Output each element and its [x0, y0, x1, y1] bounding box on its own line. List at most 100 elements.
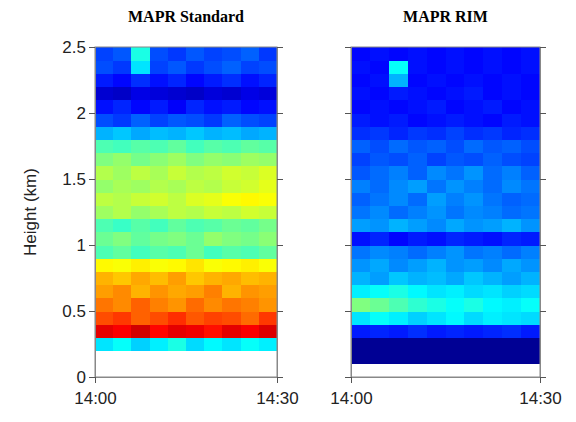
heat-cell: [483, 351, 502, 365]
heat-cell: [259, 153, 277, 167]
heat-cell: [95, 87, 114, 101]
heat-cell: [502, 139, 521, 153]
heat-cell: [389, 113, 408, 127]
heat-cell: [241, 219, 260, 233]
tick-mark: [89, 113, 95, 114]
heat-cell: [168, 126, 187, 140]
heat-cell: [351, 285, 370, 299]
heat-cell: [113, 245, 132, 259]
heat-cell: [186, 100, 205, 114]
heat-cell: [222, 113, 241, 127]
heat-cell: [427, 337, 446, 351]
heat-cell: [204, 166, 223, 180]
heat-cell: [186, 153, 205, 167]
tick: [540, 179, 546, 180]
tick: [277, 179, 283, 180]
heat-cell: [483, 311, 502, 325]
heat-cell: [131, 245, 150, 259]
heat-cell: [150, 285, 169, 299]
heat-cell: [113, 219, 132, 233]
heat-cell: [502, 324, 521, 338]
heat-cell: [204, 47, 223, 61]
heat-cell: [204, 271, 223, 285]
heat-cell: [408, 245, 427, 259]
heat-cell: [464, 179, 483, 193]
heat-cell: [241, 113, 260, 127]
heat-cell: [204, 73, 223, 87]
heat-cell: [483, 245, 502, 259]
heat-cell: [370, 153, 389, 167]
heat-cell: [113, 311, 132, 325]
heat-cell: [131, 166, 150, 180]
heat-cell: [427, 298, 446, 312]
heat-cell: [408, 337, 427, 351]
heat-cell: [351, 324, 370, 338]
heat-cell: [113, 153, 132, 167]
heat-cell: [259, 311, 277, 325]
heat-cell: [186, 258, 205, 272]
heat-cell: [241, 126, 260, 140]
heat-cell: [446, 60, 465, 74]
heat-cell: [150, 113, 169, 127]
heat-cell: [222, 100, 241, 114]
tick: [540, 47, 546, 48]
tick-mark: [540, 377, 541, 383]
heat-cell: [521, 73, 540, 87]
heat-cell: [427, 139, 446, 153]
heat-cell: [351, 337, 370, 351]
heat-cell: [351, 47, 370, 61]
heat-cell: [241, 205, 260, 219]
heat-cell: [95, 245, 114, 259]
heat-cell: [370, 113, 389, 127]
heat-cell: [150, 324, 169, 338]
heat-cell: [483, 324, 502, 338]
panel: 14:0014:30MAPR RIM: [330, 8, 562, 408]
heat-cell: [186, 87, 205, 101]
heat-cell: [502, 245, 521, 259]
heat-cell: [113, 258, 132, 272]
axis-line: [541, 48, 547, 378]
heat-cell: [427, 179, 446, 193]
heat-cell: [131, 153, 150, 167]
heat-cell: [168, 324, 187, 338]
heat-cell: [186, 311, 205, 325]
heat-cell: [370, 285, 389, 299]
heat-cell: [131, 298, 150, 312]
heat-cell: [241, 324, 260, 338]
heat-cell: [95, 179, 114, 193]
heat-cell: [95, 324, 114, 338]
tick-mark: [277, 377, 278, 383]
heat-cell: [370, 100, 389, 114]
heat-cell: [204, 153, 223, 167]
tick-label: 2: [77, 104, 86, 123]
heat-cell: [370, 192, 389, 206]
heat-cell: [95, 47, 114, 61]
tick-mark: [540, 47, 546, 48]
tick: [345, 377, 351, 378]
heat-cell: [446, 179, 465, 193]
tick-mark: [540, 311, 546, 312]
heat-cell: [150, 47, 169, 61]
heat-cell: [222, 166, 241, 180]
heat-cell: [168, 153, 187, 167]
heat-cell: [483, 166, 502, 180]
heat-cell: [131, 87, 150, 101]
heat-cell: [131, 126, 150, 140]
tick: 0: [77, 368, 95, 387]
heat-cell: [464, 258, 483, 272]
heat-cell: [389, 100, 408, 114]
heat-cell: [446, 245, 465, 259]
heat-cell: [370, 60, 389, 74]
heat-cell: [259, 113, 277, 127]
tick-mark: [345, 113, 351, 114]
heat-cell: [222, 153, 241, 167]
tick-mark: [89, 47, 95, 48]
heat-cell: [259, 258, 277, 272]
tick-mark: [89, 179, 95, 180]
heat-cell: [204, 324, 223, 338]
heat-cell: [464, 351, 483, 365]
heat-cell: [113, 139, 132, 153]
heat-cell: [113, 126, 132, 140]
heat-cell: [222, 298, 241, 312]
heat-cell: [168, 285, 187, 299]
